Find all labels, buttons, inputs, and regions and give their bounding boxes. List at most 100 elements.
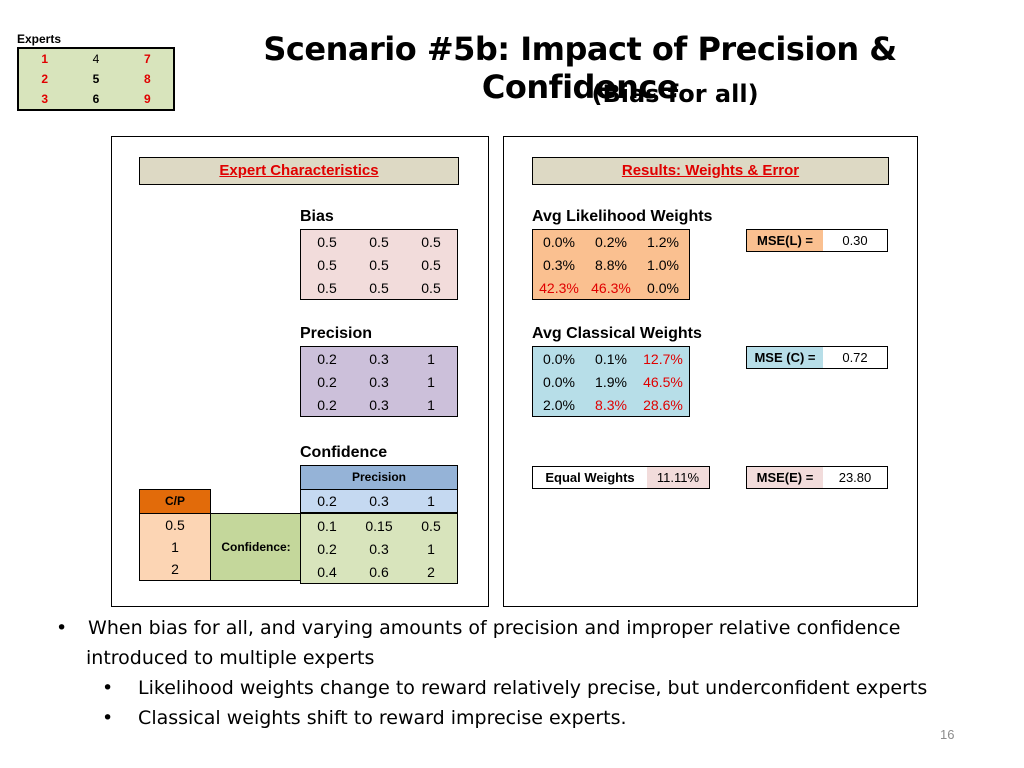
confidence-cell: 0.6 — [353, 560, 405, 584]
equal-weights-value: 11.11% — [647, 466, 710, 489]
mse-classical-value: 0.72 — [823, 346, 888, 369]
confidence-cell: 0.2 — [300, 537, 353, 560]
precision-label: Precision — [300, 325, 373, 342]
expert-cell: 7 — [121, 48, 174, 69]
likelihood-cell: 0.0% — [637, 276, 690, 300]
experts-grid: 1 4 7 2 5 8 3 6 9 — [17, 47, 175, 111]
expert-cell: 5 — [70, 69, 122, 89]
bullet-main: • When bias for all, and varying amounts… — [56, 613, 1016, 643]
cp-value-cell: 1 — [139, 536, 211, 558]
confidence-cell: 0.1 — [300, 513, 353, 537]
equal-weights-label: Equal Weights — [532, 466, 647, 489]
experts-label: Experts — [17, 32, 62, 46]
precision-cell: 1 — [405, 370, 458, 393]
precision-value-cell: 0.3 — [353, 489, 405, 513]
expert-cell: 6 — [70, 89, 122, 110]
confidence-cell: 0.15 — [353, 513, 405, 537]
cp-value-cell: 2 — [139, 558, 211, 581]
classical-cell: 46.5% — [637, 370, 690, 393]
confidence-cell: 0.5 — [405, 513, 458, 537]
mse-equal-value: 23.80 — [823, 466, 888, 489]
confidence-row-label: Confidence: — [210, 513, 302, 581]
bullet-main-continued: introduced to multiple experts — [86, 647, 375, 669]
bias-cell: 0.5 — [300, 276, 353, 300]
mse-classical-label: MSE (C) = — [746, 346, 823, 369]
bullet-sub-2-text: Classical weights shift to reward imprec… — [138, 707, 627, 729]
bullet-sub-1-text: Likelihood weights change to reward rela… — [138, 677, 928, 699]
bullet-dot-icon: • — [56, 617, 68, 639]
likelihood-label: Avg Likelihood Weights — [532, 208, 713, 225]
classical-cell: 0.1% — [585, 346, 637, 370]
precision-cell: 0.2 — [300, 370, 353, 393]
bias-cell: 0.5 — [405, 229, 458, 253]
precision-cell: 0.2 — [300, 346, 353, 370]
bullet-dot-icon: • — [102, 707, 114, 729]
classical-table: 0.0% 0.1% 12.7% 0.0% 1.9% 46.5% 2.0% 8.3% 28.6… — [532, 346, 690, 417]
likelihood-cell: 46.3% — [585, 276, 637, 300]
bias-table: 0.5 0.5 0.5 0.5 0.5 0.5 0.5 0.5 0.5 — [300, 229, 458, 300]
mse-equal-label: MSE(E) = — [746, 466, 823, 489]
classical-cell: 28.6% — [637, 393, 690, 417]
classical-cell: 2.0% — [532, 393, 585, 417]
confidence-label: Confidence — [300, 444, 388, 461]
expert-cell: 9 — [121, 89, 174, 110]
bias-label: Bias — [300, 208, 334, 225]
precision-cell: 0.3 — [353, 346, 405, 370]
expert-characteristics-header: Expert Characteristics — [139, 157, 459, 185]
confidence-table: 0.1 0.15 0.5 0.2 0.3 1 0.4 0.6 2 — [300, 513, 458, 584]
slide-title: Scenario #5b: Impact of Precision & Conf… — [263, 30, 897, 106]
bullet-list: • When bias for all, and varying amounts… — [56, 613, 1016, 733]
mse-equal-box: MSE(E) = 23.80 — [746, 466, 888, 489]
precision-table: 0.2 0.3 1 0.2 0.3 1 0.2 0.3 1 — [300, 346, 458, 417]
likelihood-cell: 0.0% — [532, 229, 585, 253]
cp-values: 0.5 1 2 — [139, 513, 211, 581]
classical-cell: 12.7% — [637, 346, 690, 370]
expert-cell: 4 — [70, 48, 122, 69]
precision-cell: 0.3 — [353, 370, 405, 393]
confidence-precision-values: 0.2 0.3 1 — [300, 489, 458, 513]
classical-cell: 8.3% — [585, 393, 637, 417]
results-header: Results: Weights & Error — [532, 157, 889, 185]
mse-likelihood-label: MSE(L) = — [746, 229, 823, 252]
precision-cell: 1 — [405, 346, 458, 370]
confidence-cell: 2 — [405, 560, 458, 584]
precision-cell: 0.2 — [300, 393, 353, 417]
mse-likelihood-value: 0.30 — [823, 229, 888, 252]
likelihood-cell: 8.8% — [585, 253, 637, 276]
likelihood-cell: 0.3% — [532, 253, 585, 276]
bullet-dot-icon: • — [102, 677, 114, 699]
bullet-sub-2: • Classical weights shift to reward impr… — [56, 703, 1016, 733]
precision-cell: 0.3 — [353, 393, 405, 417]
expert-cell: 1 — [18, 48, 71, 69]
classical-cell: 0.0% — [532, 346, 585, 370]
bias-cell: 0.5 — [300, 229, 353, 253]
likelihood-cell: 42.3% — [532, 276, 585, 300]
bullet-sub-1: • Likelihood weights change to reward re… — [56, 673, 1016, 703]
bias-cell: 0.5 — [353, 276, 405, 300]
confidence-cell: 0.4 — [300, 560, 353, 584]
bias-cell: 0.5 — [300, 253, 353, 276]
likelihood-table: 0.0% 0.2% 1.2% 0.3% 8.8% 1.0% 42.3% 46.3% 0.0% — [532, 229, 690, 300]
likelihood-cell: 1.2% — [637, 229, 690, 253]
precision-cell: 1 — [405, 393, 458, 417]
bullet-main-text: When bias for all, and varying amounts o… — [88, 617, 901, 639]
likelihood-cell: 0.2% — [585, 229, 637, 253]
classical-label: Avg Classical Weights — [532, 325, 702, 342]
expert-cell: 3 — [18, 89, 71, 110]
bias-cell: 0.5 — [405, 253, 458, 276]
confidence-cell: 0.3 — [353, 537, 405, 560]
confidence-precision-header: Precision — [300, 465, 458, 490]
cp-value-cell: 0.5 — [139, 513, 211, 536]
precision-value-cell: 1 — [405, 489, 458, 513]
slide-subtitle: (Bias for all) — [591, 80, 759, 108]
expert-cell: 2 — [18, 69, 71, 89]
equal-weights-box: Equal Weights 11.11% — [532, 466, 710, 489]
mse-classical-box: MSE (C) = 0.72 — [746, 346, 888, 369]
bias-cell: 0.5 — [405, 276, 458, 300]
page-number: 16 — [940, 727, 955, 742]
classical-cell: 1.9% — [585, 370, 637, 393]
confidence-cell: 1 — [405, 537, 458, 560]
cp-header: C/P — [139, 489, 211, 514]
expert-cell: 8 — [121, 69, 174, 89]
bias-cell: 0.5 — [353, 229, 405, 253]
